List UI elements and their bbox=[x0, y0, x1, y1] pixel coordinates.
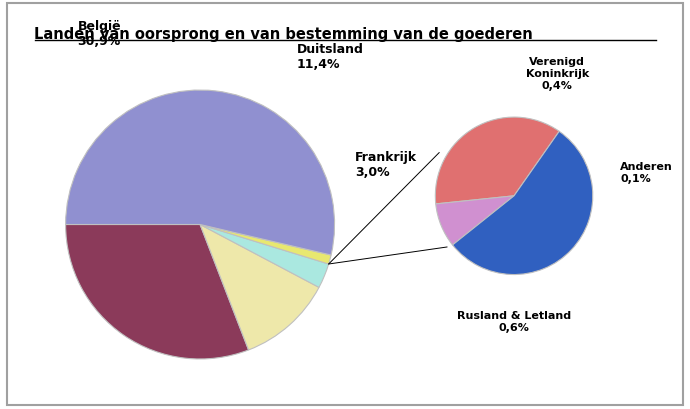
Wedge shape bbox=[453, 132, 593, 275]
Wedge shape bbox=[66, 225, 248, 359]
Text: Rusland & Letland
0,6%: Rusland & Letland 0,6% bbox=[457, 310, 571, 332]
Wedge shape bbox=[436, 196, 514, 245]
Text: België
30,9%: België 30,9% bbox=[77, 20, 121, 48]
Wedge shape bbox=[200, 225, 331, 264]
Text: Verenigd
Koninkrijk
0,4%: Verenigd Koninkrijk 0,4% bbox=[526, 57, 589, 90]
Text: Anderen
0,1%: Anderen 0,1% bbox=[620, 162, 673, 184]
Wedge shape bbox=[200, 225, 328, 288]
Text: Landen van oorsprong en van bestemming van de goederen: Landen van oorsprong en van bestemming v… bbox=[34, 27, 533, 42]
Wedge shape bbox=[200, 225, 319, 350]
Text: Frankrijk
3,0%: Frankrijk 3,0% bbox=[355, 151, 417, 179]
Wedge shape bbox=[66, 91, 335, 255]
Text: Duitsland
11,4%: Duitsland 11,4% bbox=[297, 43, 364, 71]
Wedge shape bbox=[435, 118, 559, 204]
